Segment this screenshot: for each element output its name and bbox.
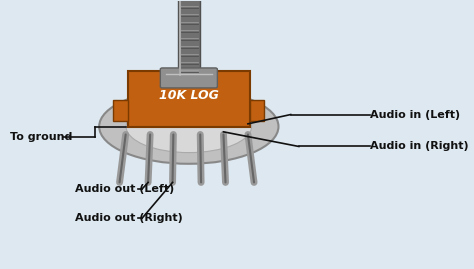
- Ellipse shape: [99, 89, 279, 164]
- FancyBboxPatch shape: [160, 68, 218, 88]
- Text: To ground: To ground: [9, 132, 72, 142]
- Text: Audio out (Left): Audio out (Left): [75, 184, 174, 194]
- FancyBboxPatch shape: [128, 70, 250, 126]
- FancyBboxPatch shape: [178, 0, 200, 76]
- Text: Audio in (Left): Audio in (Left): [370, 109, 460, 119]
- FancyBboxPatch shape: [113, 100, 128, 121]
- Ellipse shape: [126, 100, 252, 153]
- FancyBboxPatch shape: [250, 100, 264, 121]
- Text: Audio in (Right): Audio in (Right): [370, 141, 469, 151]
- Text: 10K LOG: 10K LOG: [159, 89, 219, 102]
- Text: Audio out (Right): Audio out (Right): [75, 213, 182, 223]
